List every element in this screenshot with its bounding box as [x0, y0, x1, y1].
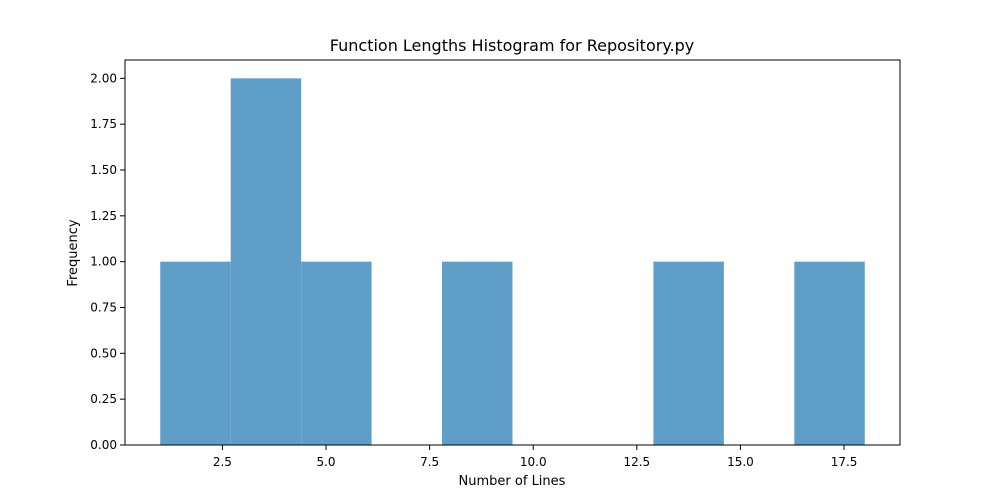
y-tick-label-4: 1.00 — [90, 255, 117, 269]
histogram-bar-0 — [160, 261, 231, 445]
y-tick-label-8: 2.00 — [90, 71, 117, 85]
y-tick-label-2: 0.50 — [90, 346, 117, 360]
y-tick-label-1: 0.25 — [90, 392, 117, 406]
y-tick-label-6: 1.50 — [90, 163, 117, 177]
chart-title: Function Lengths Histogram for Repositor… — [330, 36, 694, 55]
x-axis-label: Number of Lines — [459, 474, 566, 489]
x-tick-label-5: 15.0 — [727, 455, 754, 469]
histogram-bar-2 — [301, 261, 372, 445]
histogram-bar-9 — [794, 261, 865, 445]
histogram-bar-4 — [442, 261, 513, 445]
x-tick-label-4: 12.5 — [623, 455, 650, 469]
y-tick-label-3: 0.75 — [90, 301, 117, 315]
plot-area-frame — [124, 59, 901, 446]
x-tick-label-0: 2.5 — [213, 455, 232, 469]
bars-group — [160, 78, 865, 445]
histogram-bar-7 — [653, 261, 724, 445]
x-tick-label-2: 7.5 — [420, 455, 439, 469]
x-axis: 2.5 5.0 7.5 10.0 12.5 15.0 17.5 — [213, 445, 858, 469]
x-tick-label-3: 10.0 — [520, 455, 547, 469]
histogram-bar-1 — [230, 78, 302, 445]
x-tick-label-1: 5.0 — [316, 455, 335, 469]
x-tick-label-6: 17.5 — [831, 455, 858, 469]
y-tick-label-5: 1.25 — [90, 209, 117, 223]
y-axis: 0.00 0.25 0.50 0.75 1.00 1.25 1.50 1.75 2.00 — [90, 71, 125, 452]
y-tick-label-7: 1.75 — [90, 117, 117, 131]
y-tick-label-0: 0.00 — [90, 438, 117, 452]
y-axis-label: Frequency — [66, 219, 81, 286]
